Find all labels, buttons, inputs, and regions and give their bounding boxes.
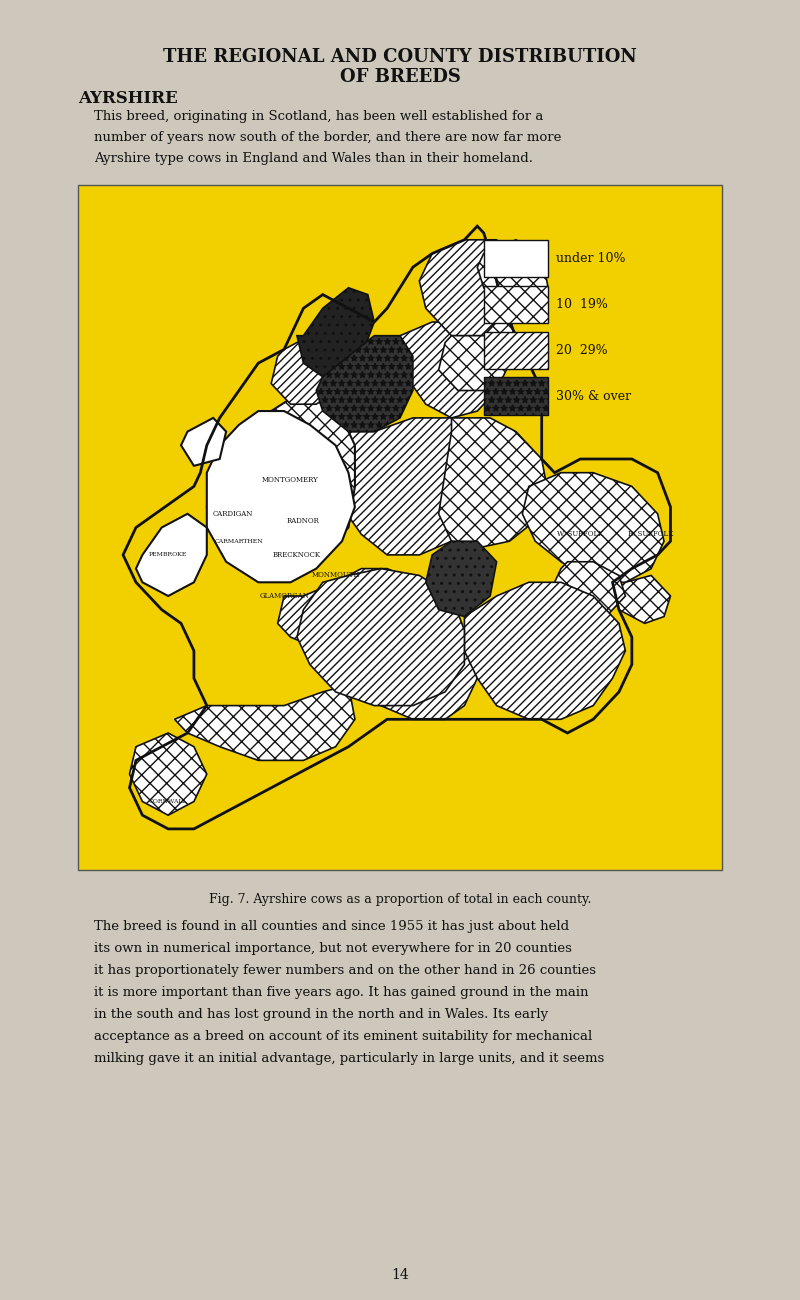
Polygon shape: [426, 541, 497, 616]
Text: milking gave it an initial advantage, particularly in large units, and it seems: milking gave it an initial advantage, pa…: [94, 1052, 604, 1065]
Text: its own in numerical importance, but not everywhere for in 20 counties: its own in numerical importance, but not…: [94, 942, 572, 956]
Text: OF BREEDS: OF BREEDS: [339, 68, 461, 86]
Text: MONTGOMERY: MONTGOMERY: [262, 476, 319, 484]
Polygon shape: [130, 733, 206, 815]
Text: CORNWALL: CORNWALL: [149, 800, 187, 803]
Polygon shape: [297, 568, 464, 706]
Text: AYRSHIRE: AYRSHIRE: [78, 90, 178, 107]
Text: The breed is found in all counties and since 1955 it has just about held: The breed is found in all counties and s…: [94, 920, 569, 933]
Text: number of years now south of the border, and there are now far more: number of years now south of the border,…: [94, 131, 562, 144]
Text: THE REGIONAL AND COUNTY DISTRIBUTION: THE REGIONAL AND COUNTY DISTRIBUTION: [163, 48, 637, 66]
Text: CARMARTHEN: CARMARTHEN: [214, 538, 263, 543]
Polygon shape: [174, 685, 355, 760]
Polygon shape: [297, 287, 374, 377]
Polygon shape: [271, 335, 349, 404]
Text: Fig. 7. Ayrshire cows as a proportion of total in each county.: Fig. 7. Ayrshire cows as a proportion of…: [209, 893, 591, 906]
Text: PEMBROKE: PEMBROKE: [149, 552, 187, 558]
Polygon shape: [478, 239, 548, 308]
FancyBboxPatch shape: [78, 185, 722, 870]
Text: W. SUFFOLK: W. SUFFOLK: [557, 530, 603, 538]
Polygon shape: [464, 582, 626, 719]
Text: it has proportionately fewer numbers and on the other hand in 26 counties: it has proportionately fewer numbers and…: [94, 965, 596, 978]
Text: Ayrshire type cows in England and Wales than in their homeland.: Ayrshire type cows in England and Wales …: [94, 152, 533, 165]
Text: in the south and has lost ground in the north and in Wales. Its early: in the south and has lost ground in the …: [94, 1008, 548, 1020]
Text: BRECKNOCK: BRECKNOCK: [273, 551, 321, 559]
Text: acceptance as a breed on account of its eminent suitability for mechanical: acceptance as a breed on account of its …: [94, 1030, 592, 1043]
Text: GLAMORGAN: GLAMORGAN: [259, 592, 309, 601]
FancyBboxPatch shape: [484, 286, 548, 324]
Text: This breed, originating in Scotland, has been well established for a: This breed, originating in Scotland, has…: [94, 111, 543, 124]
Polygon shape: [278, 568, 478, 719]
Text: MONMOUTH: MONMOUTH: [311, 572, 360, 580]
Polygon shape: [206, 390, 355, 568]
Polygon shape: [136, 514, 206, 595]
Polygon shape: [438, 417, 548, 549]
FancyBboxPatch shape: [484, 377, 548, 415]
Text: 20  29%: 20 29%: [556, 344, 608, 358]
Polygon shape: [419, 239, 516, 335]
Polygon shape: [554, 562, 626, 616]
Polygon shape: [181, 417, 226, 465]
Text: 14: 14: [391, 1268, 409, 1282]
Text: 10  19%: 10 19%: [556, 298, 608, 311]
FancyBboxPatch shape: [484, 332, 548, 369]
Polygon shape: [613, 576, 670, 624]
Text: 30% & over: 30% & over: [556, 390, 631, 403]
Polygon shape: [400, 322, 503, 417]
Polygon shape: [336, 417, 497, 555]
Text: RADNOR: RADNOR: [287, 516, 320, 525]
Polygon shape: [438, 308, 516, 390]
FancyBboxPatch shape: [484, 239, 548, 277]
Polygon shape: [206, 411, 355, 582]
Polygon shape: [316, 335, 413, 432]
Text: CARDIGAN: CARDIGAN: [212, 510, 253, 517]
Text: it is more important than five years ago. It has gained ground in the main: it is more important than five years ago…: [94, 985, 589, 998]
Text: under 10%: under 10%: [556, 252, 626, 265]
Polygon shape: [522, 473, 664, 582]
Text: E. SUFFOLK: E. SUFFOLK: [629, 530, 674, 538]
